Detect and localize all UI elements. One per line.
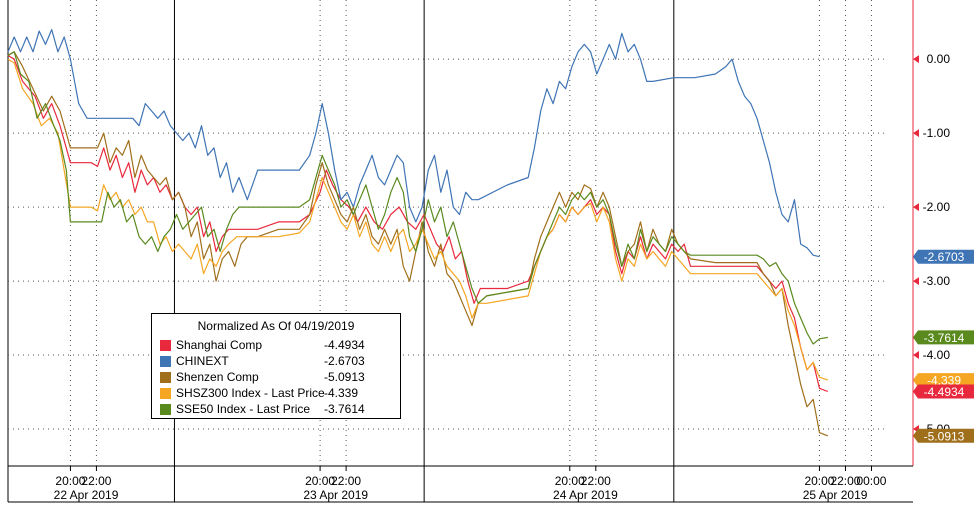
legend-series-value: -2.6703 bbox=[324, 354, 365, 368]
x-tick-label: 20:00 bbox=[555, 474, 585, 488]
series-line bbox=[7, 51, 828, 345]
legend-series-value: -4.4934 bbox=[324, 338, 365, 352]
legend-series-name: Shenzen Comp bbox=[176, 370, 259, 384]
legend-title: Normalized As Of 04/19/2019 bbox=[197, 319, 355, 333]
x-tick-label: 22:00 bbox=[81, 474, 111, 488]
x-tick-label: 22:00 bbox=[331, 474, 361, 488]
last-value-text: -4.4934 bbox=[924, 385, 965, 399]
last-value-tag: -2.6703 bbox=[913, 249, 974, 264]
legend-series-name: Shanghai Comp bbox=[176, 338, 263, 352]
legend-series-name: SSE50 Index - Last Price bbox=[176, 402, 311, 416]
legend-entry: Shanghai Comp -4.4934 bbox=[152, 337, 400, 353]
legend-entry: SSE50 Index - Last Price -3.7614 bbox=[152, 401, 400, 417]
x-tick-label: 22:00 bbox=[830, 474, 860, 488]
grid-lines bbox=[7, 0, 914, 503]
legend-series-value: -5.0913 bbox=[324, 370, 365, 384]
y-tick-label: -4.00 bbox=[923, 348, 951, 362]
x-day-label: 23 Apr 2019 bbox=[303, 488, 368, 502]
legend-swatch bbox=[160, 356, 171, 367]
x-tick-label: 20:00 bbox=[305, 474, 335, 488]
last-value-text: -3.7614 bbox=[924, 331, 965, 345]
last-value-tag-bg bbox=[913, 373, 974, 388]
legend-swatch bbox=[160, 388, 171, 399]
last-value-labels: -4.339 -2.6703 -3.7614 -4.4934 -5.0913 bbox=[913, 249, 974, 443]
series-line bbox=[7, 29, 820, 258]
legend-entry: Shenzen Comp -5.0913 bbox=[152, 369, 400, 385]
legend-series-value: -3.7614 bbox=[324, 402, 365, 416]
y-tick-mark bbox=[913, 203, 919, 212]
x-day-label: 25 Apr 2019 bbox=[803, 488, 868, 502]
legend-entry: CHINEXT -2.6703 bbox=[152, 353, 400, 369]
last-value-tag-bg bbox=[913, 384, 974, 399]
last-value-tag-bg bbox=[913, 249, 974, 264]
legend-swatch bbox=[160, 372, 171, 383]
series-line bbox=[7, 54, 829, 393]
legend-swatch bbox=[160, 340, 171, 351]
y-tick-label: 0.00 bbox=[927, 52, 951, 66]
y-tick-mark bbox=[913, 55, 919, 64]
x-tick-label: 20:00 bbox=[55, 474, 85, 488]
last-value-tag: -4.339 bbox=[913, 373, 974, 388]
x-day-label: 22 Apr 2019 bbox=[54, 488, 119, 502]
y-tick-label: -3.00 bbox=[923, 274, 951, 288]
x-day-label: 24 Apr 2019 bbox=[553, 488, 618, 502]
day-separators bbox=[173, 0, 675, 502]
legend-series-value: -4.339 bbox=[324, 386, 359, 400]
y-tick-mark bbox=[913, 351, 919, 360]
x-tick-label: 20:00 bbox=[804, 474, 834, 488]
y-tick-mark bbox=[913, 277, 919, 286]
x-tick-label: 00:00 bbox=[856, 474, 886, 488]
legend-entry: SHSZ300 Index - Last Price -4.339 bbox=[152, 385, 400, 401]
legend: Normalized As Of 04/19/2019 Shanghai Com… bbox=[151, 313, 401, 419]
last-value-text: -2.6703 bbox=[924, 250, 965, 264]
last-value-tag-bg bbox=[913, 428, 974, 443]
last-value-tag-bg bbox=[913, 330, 974, 345]
y-tick-mark bbox=[913, 129, 919, 138]
y-tick-label: -1.00 bbox=[923, 126, 951, 140]
legend-series-name: CHINEXT bbox=[176, 354, 229, 368]
legend-swatch bbox=[160, 404, 171, 415]
last-value-tag: -4.4934 bbox=[913, 384, 974, 399]
y-axis: 0.00-1.00-2.00-3.00-4.00-5.00 bbox=[913, 52, 950, 436]
series-line bbox=[7, 58, 828, 381]
series-lines bbox=[7, 29, 829, 437]
y-tick-label: -2.00 bbox=[923, 200, 951, 214]
x-tick-label: 22:00 bbox=[581, 474, 611, 488]
last-value-tag: -3.7614 bbox=[913, 330, 974, 345]
last-value-tag: -5.0913 bbox=[913, 428, 974, 443]
last-value-text: -4.339 bbox=[927, 374, 961, 388]
last-value-text: -5.0913 bbox=[924, 429, 965, 443]
legend-series-name: SHSZ300 Index - Last Price bbox=[176, 386, 325, 400]
